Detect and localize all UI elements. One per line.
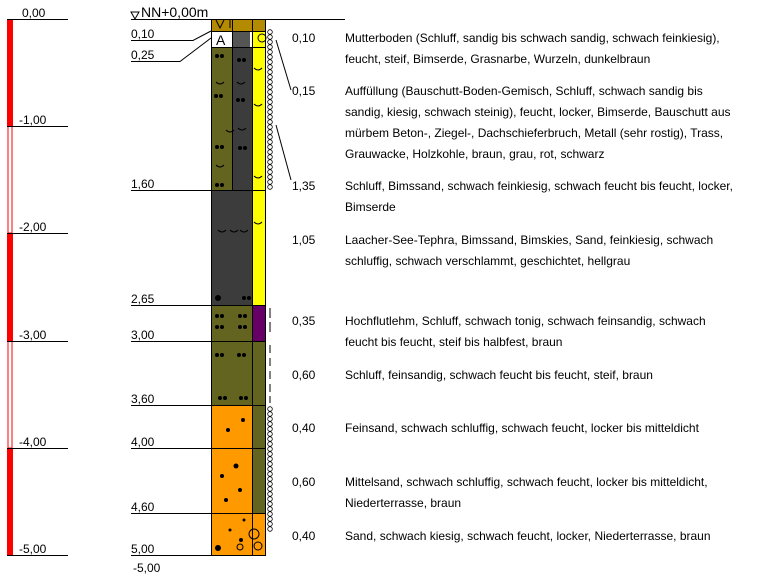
- layer-desc-line: Schluff, Bimssand, schwach feinkiesig, s…: [345, 179, 733, 193]
- depth-label: 3,00: [131, 328, 155, 342]
- layer-floodloam: [212, 305, 252, 341]
- layer-desc-line: Mittelsand, schwach schluffig, schwach f…: [345, 475, 708, 489]
- depth-label: 1,60: [131, 177, 155, 191]
- scale-segment: [7, 19, 13, 126]
- depth-label: 0,25: [131, 48, 155, 62]
- layer-silt: [212, 47, 232, 190]
- depth-scale: 0,00 -1,00 -2,00 -3,00 -4,00 -5,00: [7, 6, 68, 556]
- depth-label: 3,60: [131, 392, 155, 406]
- scale-tick-label: -5,00: [19, 542, 47, 556]
- gravel-symbols: [267, 29, 273, 532]
- layer-desc-line: sandig, kiesig, schwach steinig), feucht…: [345, 105, 731, 119]
- layer-mediumsand: [212, 448, 252, 513]
- layer-desc-line: Feinsand, schwach schluffig, schwach feu…: [345, 421, 700, 435]
- layer-desc-line: schluffig, schwach verschlammt, geschich…: [345, 254, 630, 268]
- layer-yellow-strip: [252, 47, 265, 190]
- layer-desc-line: Grauwacke, Holzkohle, braun, grau, rot, …: [345, 147, 604, 161]
- layer-thickness: 0,15: [292, 84, 316, 98]
- layer-finesand: [212, 405, 252, 448]
- depth-label: 4,00: [131, 435, 155, 449]
- scale-segment: [7, 448, 13, 556]
- column-letter: A: [216, 32, 226, 48]
- scale-segment: [7, 340, 13, 449]
- scale-tick-label: -2,00: [19, 220, 47, 234]
- scale-segment: [7, 125, 13, 234]
- depth-labels: 0,10 0,25 1,60 2,65 3,00 3,60 4,00 4,60 …: [131, 27, 212, 575]
- layer-thickness: 1,05: [292, 233, 316, 247]
- depth-label: 5,00: [131, 542, 155, 556]
- layer-thickness: 1,35: [292, 179, 316, 193]
- leader-lines: [275, 39, 292, 181]
- layer-topsoil: [212, 20, 265, 31]
- layer-desc-line: Schluff, feinsandig, schwach feucht bis …: [345, 368, 653, 382]
- depth-label: 0,10: [131, 27, 155, 41]
- soil-column: A: [211, 19, 267, 556]
- layer-thickness: 0,35: [292, 314, 316, 328]
- scale-tick-label: -4,00: [19, 435, 47, 449]
- layer-thickness: 0,60: [292, 475, 316, 489]
- depth-label: 4,60: [131, 500, 155, 514]
- layer-desc-line: feucht bis feucht, steif bis halbfest, b…: [345, 335, 562, 349]
- layer-thickness: 0,60: [292, 368, 316, 382]
- layer-thickness: 0,40: [292, 421, 316, 435]
- layer-tephra: [212, 190, 252, 305]
- layer-desc-line: Hochflutlehm, Schluff, schwach tonig, sc…: [345, 314, 706, 328]
- layer-thickness: 0,40: [292, 529, 316, 543]
- layer-desc-line: mürbem Beton-, Ziegel-, Dachschieferbruc…: [345, 126, 723, 140]
- scale-tick-label: -1,00: [19, 113, 47, 127]
- layer-desc-line: Laacher-See-Tephra, Bimssand, Bimskies, …: [345, 233, 713, 247]
- layer-silt-finesand: [212, 341, 265, 405]
- layer-silt-dark: [232, 47, 252, 190]
- layer-desc-line: Sand, schwach kiesig, schwach feucht, lo…: [345, 529, 711, 543]
- layer-desc-line: Auffüllung (Bauschutt-Boden-Gemisch, Sch…: [345, 84, 703, 98]
- layer-thickness: 0,10: [292, 31, 316, 45]
- layer-desc-line: Niederterrasse, braun: [345, 496, 461, 510]
- datum-label: NN+0,00m: [141, 4, 208, 20]
- scale-tick-label: -3,00: [19, 328, 47, 342]
- bottom-depth-label: -5,00: [133, 561, 161, 575]
- scale-tick-label: 0,00: [22, 6, 46, 20]
- scale-segment: [7, 233, 13, 341]
- depth-label: 2,65: [131, 292, 155, 306]
- datum-triangle-icon: [130, 11, 140, 21]
- layer-desc-line: feucht, steif, Bimserde, Grasnarbe, Wurz…: [345, 52, 650, 66]
- datum-marker: NN+0,00m: [130, 4, 345, 21]
- layer-desc-line: Mutterboden (Schluff, sandig bis schwach…: [345, 31, 720, 45]
- layer-desc-line: Bimserde: [345, 200, 396, 214]
- layer-descriptions: 0,10 Mutterboden (Schluff, sandig bis sc…: [292, 31, 733, 543]
